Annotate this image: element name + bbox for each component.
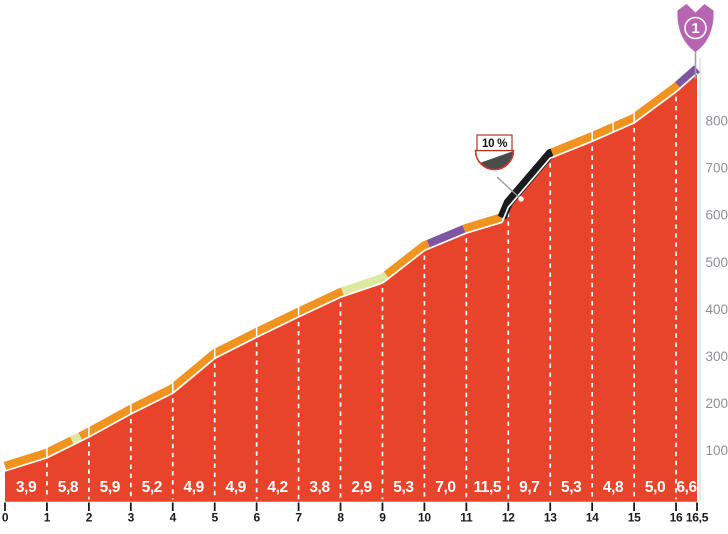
gradient-value-label: 11,5 xyxy=(473,479,501,496)
gradient-value-label: 5,8 xyxy=(58,479,79,496)
gradient-value-label: 5,9 xyxy=(100,479,121,496)
elevation-label: 100 xyxy=(706,443,728,458)
km-tick-label: 13 xyxy=(544,511,557,525)
road-line-group xyxy=(4,72,698,472)
km-tick-label: 5 xyxy=(212,511,219,525)
km-tick-label: 1 xyxy=(44,511,51,525)
km-tick-label: 16,5 xyxy=(686,511,709,525)
band-segment-orange xyxy=(462,213,504,234)
x-axis-group: 0 1 2 3 4 5 6 7 8 9 10 11 12 13 14 15 16 16,5 xyxy=(2,502,709,525)
km-tick-label: 16 xyxy=(670,511,683,525)
gradient-value-label: 3,9 xyxy=(16,479,37,496)
band-segment-orange xyxy=(383,239,431,279)
elevation-label: 200 xyxy=(706,396,728,411)
road-line xyxy=(4,72,698,472)
gradient-value-label: 5,3 xyxy=(393,479,414,496)
km-dashed-lines-group xyxy=(46,96,677,500)
km-tick-label: 6 xyxy=(253,511,260,525)
y-axis-group: 800 700 600 500 400 300 200 100 xyxy=(706,114,728,459)
gradient-value-label: 6,6 xyxy=(676,479,697,496)
km-tick-label: 7 xyxy=(295,511,302,525)
summit-marker: 1 xyxy=(677,4,714,79)
callout-gradient-label: 10 % xyxy=(482,138,507,150)
band-segment-purple xyxy=(426,225,466,249)
gradient-value-label: 4,8 xyxy=(603,479,624,496)
km-tick-label: 4 xyxy=(170,511,177,525)
km-tick-label: 0 xyxy=(2,511,9,525)
profile-area-group xyxy=(5,73,697,502)
elevation-label: 700 xyxy=(706,161,728,176)
band-segment-black xyxy=(497,148,554,220)
elevation-label: 800 xyxy=(706,114,728,129)
gradient-callout: 10 % xyxy=(474,134,524,202)
gradient-value-label: 5,3 xyxy=(561,479,582,496)
gradient-value-label: 2,9 xyxy=(351,479,372,496)
band-segment-green xyxy=(70,432,83,445)
callout-leader-line xyxy=(496,176,522,200)
profile-area xyxy=(5,73,697,502)
km-tick-label: 11 xyxy=(460,511,473,525)
gradient-value-label: 4,2 xyxy=(267,479,287,496)
gradient-value-label: 4,9 xyxy=(184,479,205,496)
km-tick-label: 8 xyxy=(337,511,344,525)
gradient-value-label: 9,7 xyxy=(519,479,539,496)
elevation-label: 300 xyxy=(706,349,728,364)
gradient-value-label: 4,9 xyxy=(226,479,247,496)
elevation-label: 500 xyxy=(706,255,728,270)
band-segment-green xyxy=(341,271,390,297)
km-tick-label: 15 xyxy=(628,511,641,525)
km-tick-label: 14 xyxy=(586,511,599,525)
km-tick-label: 9 xyxy=(379,511,386,525)
band-segment-purple xyxy=(675,65,701,89)
km-tick-label: 3 xyxy=(128,511,135,525)
slope-pictogram-icon xyxy=(475,150,514,170)
callout-label-box xyxy=(476,134,513,152)
gradient-labels-group: 3,9 5,8 5,9 5,2 4,9 4,9 4,2 3,8 2,9 5,3 7,0 11,5 9,7… xyxy=(16,479,698,496)
elevation-label: 600 xyxy=(706,208,728,223)
callout-badge-rim xyxy=(474,150,515,171)
elevation-label: 400 xyxy=(706,302,728,317)
gradient-band-group xyxy=(3,65,701,471)
gradient-value-label: 5,0 xyxy=(645,479,665,496)
summit-category-label: 1 xyxy=(691,20,699,37)
gradient-value-label: 7,0 xyxy=(435,479,455,496)
km-tick-label: 12 xyxy=(502,511,515,525)
gradient-value-label: 3,8 xyxy=(309,479,330,496)
gradient-value-label: 5,2 xyxy=(142,479,162,496)
callout-anchor-dot xyxy=(518,196,524,202)
km-tick-label: 2 xyxy=(86,511,93,525)
km-tick-label: 10 xyxy=(418,511,431,525)
summit-marker-ring xyxy=(684,16,707,40)
category-flag-icon xyxy=(677,4,714,52)
